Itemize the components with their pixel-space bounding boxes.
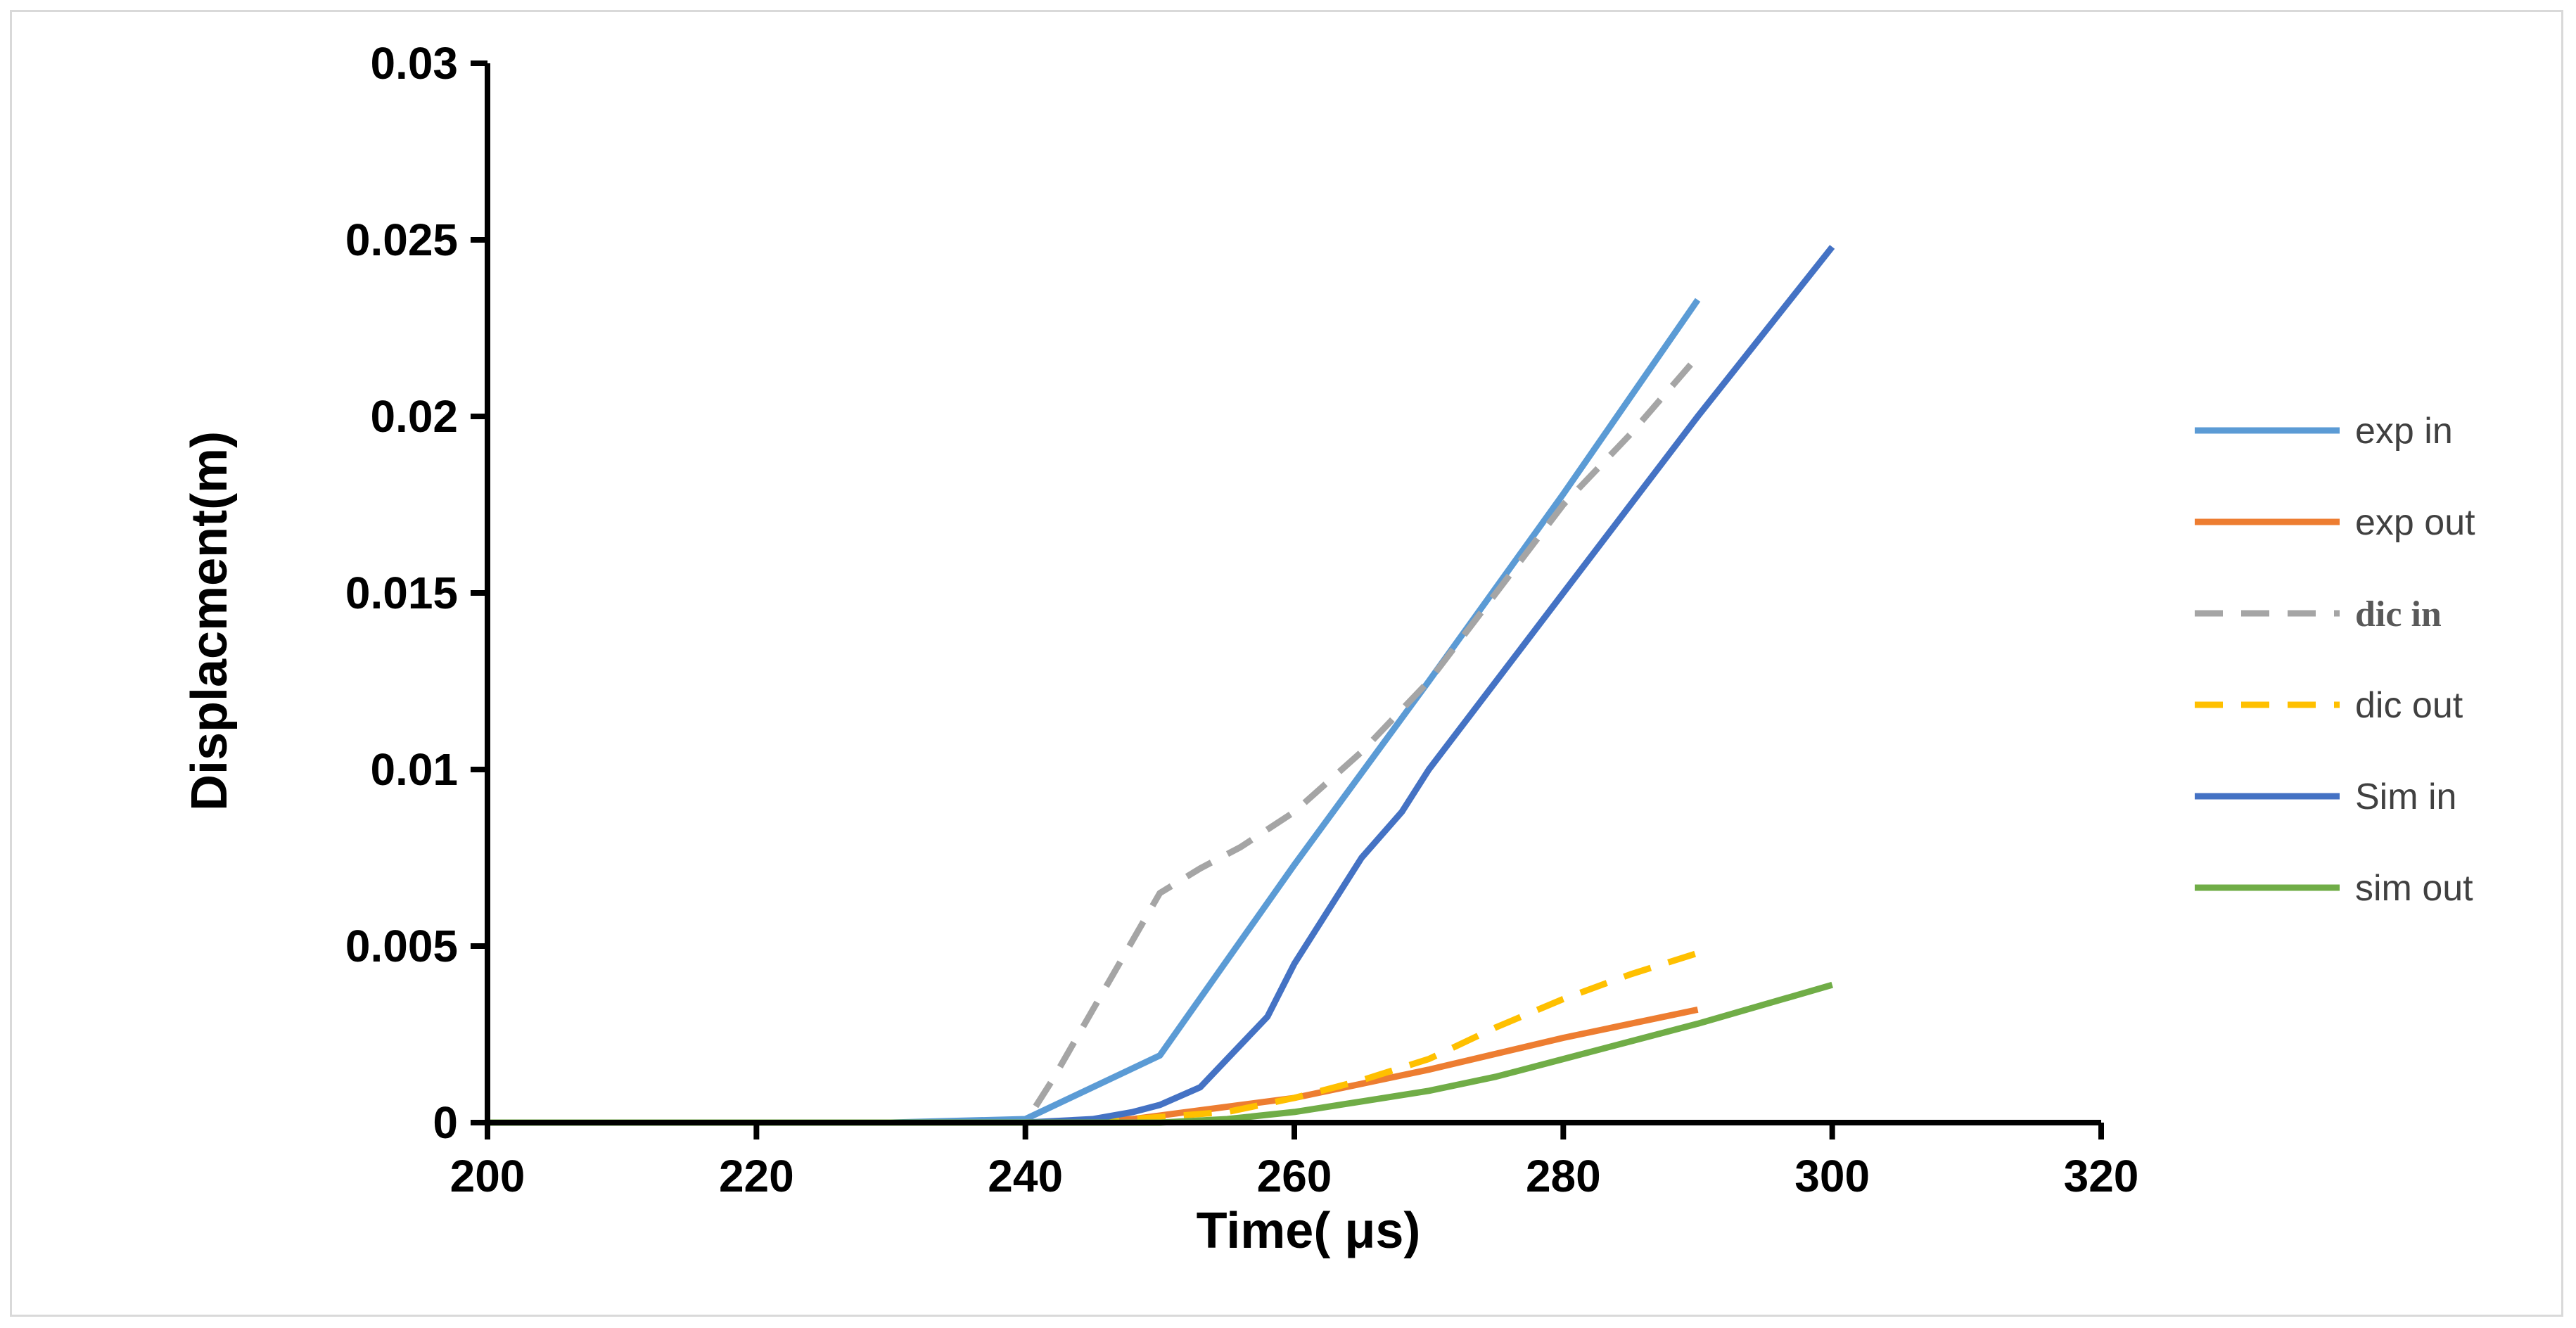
legend-label: exp out xyxy=(2355,502,2475,543)
x-axis-title: Time( μs) xyxy=(1197,1203,1421,1259)
x-tick-label: 200 xyxy=(450,1151,525,1201)
y-tick-label: 0.03 xyxy=(370,38,458,89)
x-tick-label: 260 xyxy=(1257,1151,1332,1201)
y-tick-label: 0.015 xyxy=(345,568,458,618)
x-tick-group: 200 220 240 260 280 300 320 xyxy=(450,1123,2139,1201)
series-line-exp-in xyxy=(487,298,1701,1126)
y-tick-label: 0 xyxy=(433,1097,458,1148)
y-tick-label: 0.005 xyxy=(345,921,458,971)
x-tick-label: 240 xyxy=(988,1151,1063,1201)
series-line-exp-out xyxy=(487,1006,1699,1126)
series-line-sim-in xyxy=(487,245,1835,1126)
plot-series-group xyxy=(487,245,1835,1126)
x-tick-label: 220 xyxy=(719,1151,794,1201)
series-line-dic-in xyxy=(487,354,1700,1126)
legend-label: sim out xyxy=(2355,868,2473,909)
x-tick-label: 300 xyxy=(1794,1151,1870,1201)
y-tick-group: 0 0.005 0.01 0.015 0.02 0.025 0.03 xyxy=(345,38,487,1148)
legend-label: exp in xyxy=(2355,411,2453,452)
y-tick-label: 0.01 xyxy=(370,744,458,795)
x-tick-label: 320 xyxy=(2064,1151,2139,1201)
legend-label: dic out xyxy=(2355,685,2463,726)
x-tick-label: 280 xyxy=(1526,1151,1601,1201)
chart-legend: exp in exp out dic in dic out Sim in sim out xyxy=(2195,411,2475,909)
y-axis-title: Displacment(m) xyxy=(181,431,238,811)
y-tick-label: 0.025 xyxy=(345,215,458,265)
legend-label: dic in xyxy=(2355,594,2442,634)
legend-label: Sim in xyxy=(2355,777,2456,817)
series-line-dic-out xyxy=(487,950,1699,1126)
y-tick-label: 0.02 xyxy=(370,391,458,442)
